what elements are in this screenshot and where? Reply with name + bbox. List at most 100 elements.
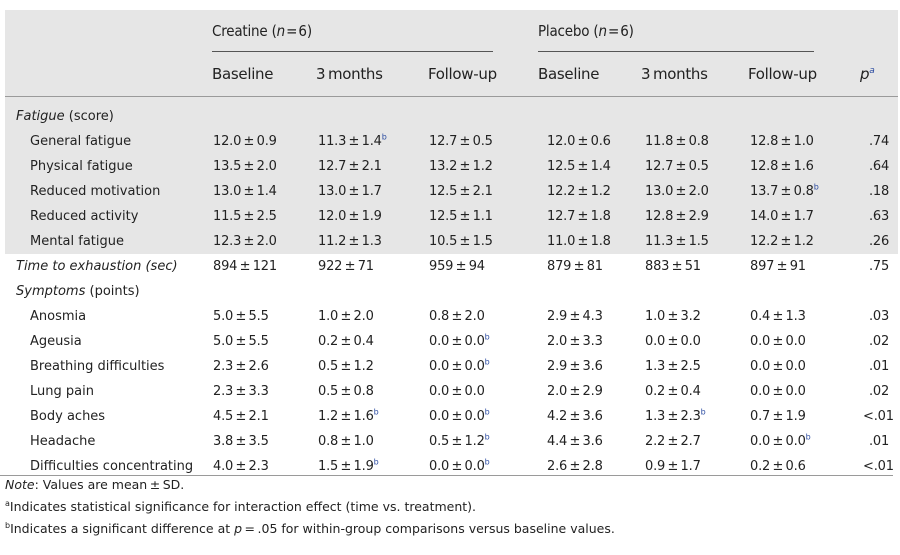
header-rule xyxy=(5,96,898,97)
table-cell: 1.0 ± 3.2 xyxy=(645,309,701,324)
row-label: Reduced motivation xyxy=(30,184,161,199)
row-label: Lung pain xyxy=(30,384,94,399)
table-cell: 2.9 ± 4.3 xyxy=(547,309,603,324)
table-cell: 0.0 ± 0.0b xyxy=(429,332,490,349)
table-cell: 2.0 ± 3.3 xyxy=(547,334,603,349)
p-value-cell: .74 xyxy=(869,134,890,149)
table-cell: 0.9 ± 1.7 xyxy=(645,459,701,474)
table-row: Time to exhaustion (sec) 894 ± 121 922 ± 7… xyxy=(5,254,898,279)
row-label: Reduced activity xyxy=(30,209,139,224)
table-cell: 0.0 ± 0.0b xyxy=(750,432,811,449)
row-label: Difficulties concentrating xyxy=(30,459,194,474)
footnote: bIndicates a significant difference at p… xyxy=(5,520,615,536)
table-cell: 0.0 ± 0.0b xyxy=(429,457,490,474)
table-cell: 897 ± 91 xyxy=(750,259,806,274)
group-label-creatine: Creatine (n = 6) xyxy=(212,22,312,40)
fatigue-shaded-band xyxy=(5,97,898,254)
table-cell: 13.0 ± 2.0 xyxy=(645,184,709,199)
table-cell: 0.8 ± 1.0 xyxy=(318,434,374,449)
row-label: Ageusia xyxy=(30,334,82,349)
table-cell: 2.0 ± 2.9 xyxy=(547,384,603,399)
col-header: Baseline xyxy=(538,65,600,83)
table-row: General fatigue 12.0 ± 0.9 11.3 ± 1.4b 12.7… xyxy=(5,129,898,154)
table-cell: 2.6 ± 2.8 xyxy=(547,459,603,474)
table-cell: 11.8 ± 0.8 xyxy=(645,134,709,149)
table-cell: 12.5 ± 1.4 xyxy=(547,159,611,174)
p-value-cell: .75 xyxy=(869,259,890,274)
table-cell: 0.7 ± 1.9 xyxy=(750,409,806,424)
col-header: Baseline xyxy=(212,65,274,83)
table-cell: 0.2 ± 0.6 xyxy=(750,459,806,474)
section-row: Fatigue (score) xyxy=(5,104,898,129)
table-cell: 4.0 ± 2.3 xyxy=(213,459,269,474)
table-cell: 0.0 ± 0.0b xyxy=(429,357,490,374)
table-cell: 0.0 ± 0.0 xyxy=(429,384,485,399)
footnote: Note: Values are mean ± SD. xyxy=(5,477,185,492)
row-label: Physical fatigue xyxy=(30,159,133,174)
table-cell: 12.0 ± 0.9 xyxy=(213,134,277,149)
table-cell: 0.0 ± 0.0 xyxy=(750,359,806,374)
table-cell: 12.7 ± 0.5 xyxy=(429,134,493,149)
table-cell: 13.0 ± 1.4 xyxy=(213,184,277,199)
table-cell: 4.2 ± 3.6 xyxy=(547,409,603,424)
table-cell: 0.4 ± 1.3 xyxy=(750,309,806,324)
table-cell: 3.8 ± 3.5 xyxy=(213,434,269,449)
p-value-cell: .03 xyxy=(869,309,890,324)
table-cell: 0.5 ± 1.2 xyxy=(318,359,374,374)
table-row: Breathing difficulties 2.3 ± 2.6 0.5 ± 1.2… xyxy=(5,354,898,379)
table-bottom-rule xyxy=(0,475,893,476)
row-label: Symptoms (points) xyxy=(16,284,140,299)
table-cell: 0.2 ± 0.4 xyxy=(318,334,374,349)
table-cell: 12.7 ± 2.1 xyxy=(318,159,382,174)
p-value-cell: .02 xyxy=(869,334,890,349)
table-row: Lung pain 2.3 ± 3.3 0.5 ± 0.8 0.0 ± 0.0 2.0 … xyxy=(5,379,898,404)
table-cell: 12.7 ± 0.5 xyxy=(645,159,709,174)
table-cell: 12.8 ± 2.9 xyxy=(645,209,709,224)
table-cell: 13.5 ± 2.0 xyxy=(213,159,277,174)
col-header: Follow-up xyxy=(428,65,497,83)
table-row: Ageusia 5.0 ± 5.5 0.2 ± 0.4 0.0 ± 0.0b 2.0 ±… xyxy=(5,329,898,354)
col-header: Follow-up xyxy=(748,65,817,83)
row-label: Mental fatigue xyxy=(30,234,125,249)
group-rule-placebo xyxy=(538,51,814,52)
table-cell: 0.2 ± 0.4 xyxy=(645,384,701,399)
table-cell: 2.2 ± 2.7 xyxy=(645,434,701,449)
table-cell: 12.0 ± 0.6 xyxy=(547,134,611,149)
table-cell: 2.3 ± 2.6 xyxy=(213,359,269,374)
table-cell: 1.0 ± 2.0 xyxy=(318,309,374,324)
table-cell: 0.5 ± 0.8 xyxy=(318,384,374,399)
table-row: Headache 3.8 ± 3.5 0.8 ± 1.0 0.5 ± 1.2b 4.4 … xyxy=(5,429,898,454)
table-cell: 1.5 ± 1.9b xyxy=(318,457,379,474)
p-value-cell: .63 xyxy=(869,209,890,224)
table-cell: 0.0 ± 0.0 xyxy=(750,334,806,349)
table-row: Difficulties concentrating 4.0 ± 2.3 1.5 ±… xyxy=(5,454,898,479)
table-row: Reduced motivation 13.0 ± 1.4 13.0 ± 1.7 12… xyxy=(5,179,898,204)
table-cell: 2.9 ± 3.6 xyxy=(547,359,603,374)
table-cell: 13.7 ± 0.8b xyxy=(750,182,819,199)
table-row: Body aches 4.5 ± 2.1 1.2 ± 1.6b 0.0 ± 0.0b 4… xyxy=(5,404,898,429)
table-cell: 13.0 ± 1.7 xyxy=(318,184,382,199)
table-cell: 14.0 ± 1.7 xyxy=(750,209,814,224)
row-label: Body aches xyxy=(30,409,106,424)
table-cell: 0.0 ± 0.0b xyxy=(429,407,490,424)
table-cell: 11.3 ± 1.5 xyxy=(645,234,709,249)
table-cell: 1.3 ± 2.5 xyxy=(645,359,701,374)
p-value-cell: .01 xyxy=(869,359,890,374)
table-cell: 0.0 ± 0.0 xyxy=(750,384,806,399)
table-cell: 12.0 ± 1.9 xyxy=(318,209,382,224)
table-cell: 4.5 ± 2.1 xyxy=(213,409,269,424)
table-cell: 10.5 ± 1.5 xyxy=(429,234,493,249)
table-cell: 12.2 ± 1.2 xyxy=(750,234,814,249)
table-cell: 959 ± 94 xyxy=(429,259,485,274)
p-value-cell: <.01 xyxy=(863,409,894,424)
table-cell: 883 ± 51 xyxy=(645,259,701,274)
p-value-cell: .18 xyxy=(869,184,890,199)
table-row: Reduced activity 11.5 ± 2.5 12.0 ± 1.9 12.5… xyxy=(5,204,898,229)
p-value-cell: .01 xyxy=(869,434,890,449)
p-value-cell: .26 xyxy=(869,234,890,249)
table-cell: 12.3 ± 2.0 xyxy=(213,234,277,249)
table-cell: 13.2 ± 1.2 xyxy=(429,159,493,174)
table-cell: 12.7 ± 1.8 xyxy=(547,209,611,224)
table-cell: 11.0 ± 1.8 xyxy=(547,234,611,249)
row-label: General fatigue xyxy=(30,134,132,149)
